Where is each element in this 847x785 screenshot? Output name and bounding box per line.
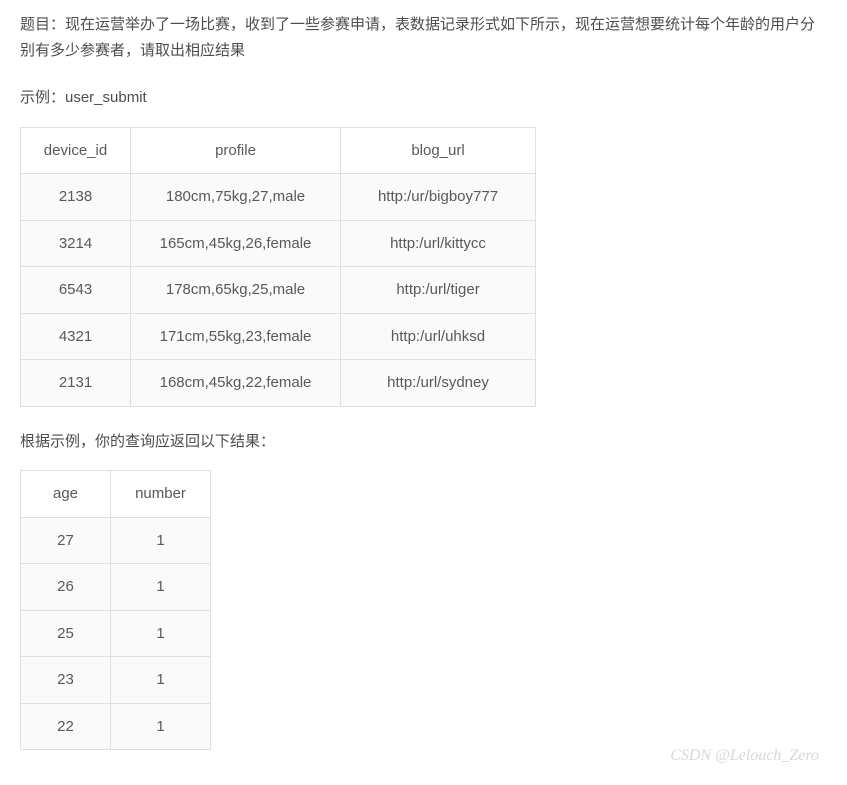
- column-header: number: [111, 471, 211, 518]
- table-row: 6543 178cm,65kg,25,male http:/url/tiger: [21, 267, 536, 314]
- table-cell: 2138: [21, 174, 131, 221]
- table-cell: 171cm,55kg,23,female: [131, 313, 341, 360]
- table-header-row: device_id profile blog_url: [21, 127, 536, 174]
- table-cell: 1: [111, 703, 211, 750]
- column-header: profile: [131, 127, 341, 174]
- question-text: 题目：现在运营举办了一场比赛，收到了一些参赛申请，表数据记录形式如下所示，现在运…: [20, 12, 827, 63]
- table-cell: 180cm,75kg,27,male: [131, 174, 341, 221]
- table-cell: 4321: [21, 313, 131, 360]
- table-row: 23 1: [21, 657, 211, 704]
- table-cell: http:/url/tiger: [341, 267, 536, 314]
- table-row: 26 1: [21, 564, 211, 611]
- watermark-text: CSDN @Lelouch_Zero: [670, 742, 819, 769]
- result-label: 根据示例，你的查询应返回以下结果：: [20, 429, 827, 455]
- column-header: device_id: [21, 127, 131, 174]
- table-cell: http:/ur/bigboy777: [341, 174, 536, 221]
- table-row: 3214 165cm,45kg,26,female http:/url/kitt…: [21, 220, 536, 267]
- table-cell: 2131: [21, 360, 131, 407]
- column-header: age: [21, 471, 111, 518]
- table-cell: 23: [21, 657, 111, 704]
- table-cell: 27: [21, 517, 111, 564]
- table-cell: http:/url/kittycc: [341, 220, 536, 267]
- table-row: 2131 168cm,45kg,22,female http:/url/sydn…: [21, 360, 536, 407]
- table-cell: http:/url/uhksd: [341, 313, 536, 360]
- table-cell: 26: [21, 564, 111, 611]
- table-cell: 3214: [21, 220, 131, 267]
- table-row: 4321 171cm,55kg,23,female http:/url/uhks…: [21, 313, 536, 360]
- example-label: 示例：user_submit: [20, 85, 827, 111]
- table-cell: 25: [21, 610, 111, 657]
- table-cell: 6543: [21, 267, 131, 314]
- table-cell: 1: [111, 610, 211, 657]
- table-cell: 1: [111, 517, 211, 564]
- table-cell: http:/url/sydney: [341, 360, 536, 407]
- table-cell: 1: [111, 564, 211, 611]
- table-row: 22 1: [21, 703, 211, 750]
- table-cell: 165cm,45kg,26,female: [131, 220, 341, 267]
- table-cell: 178cm,65kg,25,male: [131, 267, 341, 314]
- table-row: 25 1: [21, 610, 211, 657]
- column-header: blog_url: [341, 127, 536, 174]
- table-cell: 22: [21, 703, 111, 750]
- table-row: 27 1: [21, 517, 211, 564]
- table-cell: 1: [111, 657, 211, 704]
- result-table: age number 27 1 26 1 25 1 23 1 22 1: [20, 470, 211, 750]
- table-cell: 168cm,45kg,22,female: [131, 360, 341, 407]
- table-header-row: age number: [21, 471, 211, 518]
- table-row: 2138 180cm,75kg,27,male http:/ur/bigboy7…: [21, 174, 536, 221]
- user-submit-table: device_id profile blog_url 2138 180cm,75…: [20, 127, 536, 407]
